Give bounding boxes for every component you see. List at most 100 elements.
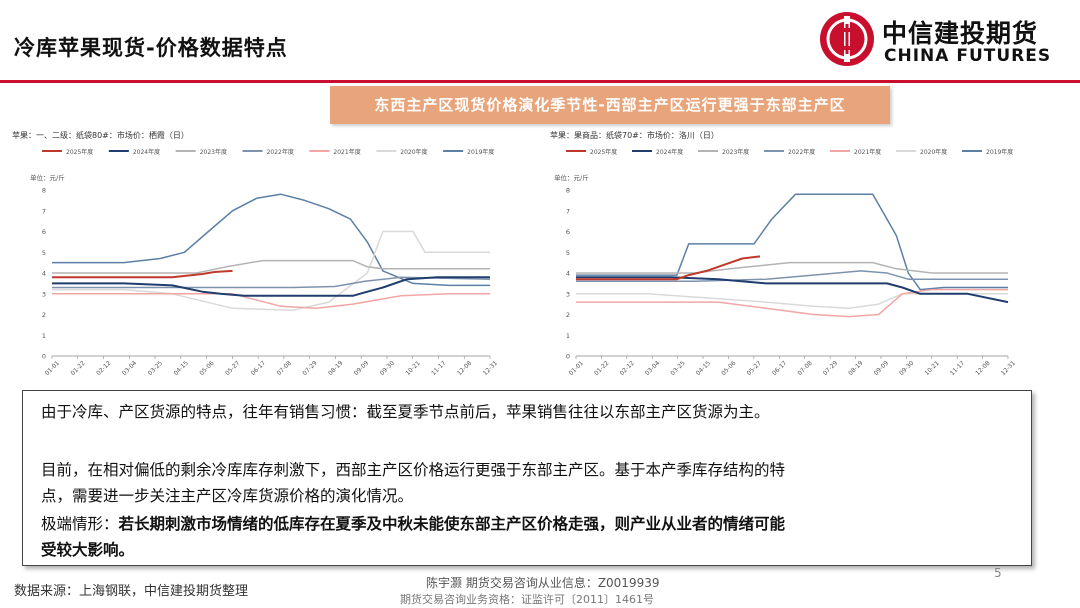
data-source: 数据来源：上海钢联，中信建投期货整理	[14, 584, 249, 599]
y-tick-label: 1	[566, 332, 570, 340]
x-tick-label: 05-06	[198, 360, 215, 377]
y-axis-unit: 单位：元/斤	[554, 173, 589, 182]
legend-label: 2019年度	[467, 148, 494, 156]
y-tick-label: 7	[566, 207, 570, 215]
section-banner: 东西主产区现货价格演化季节性-西部主产区运行更强于东部主产区	[330, 86, 890, 124]
y-tick-label: 2	[566, 311, 570, 319]
y-tick-label: 4	[566, 270, 570, 278]
paragraph-2-line-2: 点，需要进一步关注主产区冷库货源价格的演化情况。	[41, 487, 414, 505]
x-tick-label: 07-29	[822, 360, 839, 377]
x-tick-label: 11-17	[430, 360, 447, 377]
y-tick-label: 8	[42, 187, 46, 195]
analyst-credit: 陈宇灏 期货交易咨询从业信息：Z0019939	[426, 576, 660, 590]
chart-qixia-plot: 2025年度 2024年度 2023年度 2022年度 2021年度 2020年度 2019…	[30, 148, 499, 377]
legend-label: 2023年度	[722, 148, 749, 156]
y-tick-label: 3	[566, 290, 570, 298]
chart-title: 苹果：果商品：纸袋70#：市场价：洛川（日）	[550, 131, 719, 140]
series-line	[52, 259, 490, 274]
series-line	[576, 255, 761, 281]
legend-label: 2024年度	[133, 148, 160, 156]
series-line	[52, 276, 491, 289]
series-line	[52, 276, 490, 297]
logo: 中信建投期货 CHINA FUTURES	[818, 10, 1068, 70]
series-line	[576, 270, 1008, 283]
x-tick-label: 12-31	[1000, 360, 1017, 377]
page-number: 5	[994, 566, 1002, 580]
x-tick-label: 05-27	[224, 360, 241, 377]
x-tick-label: 08-19	[327, 360, 344, 377]
series-line	[576, 261, 1008, 274]
series-line	[52, 293, 490, 310]
chart-title: 苹果：一、二级：纸袋80#：市场价：栖霞（日）	[12, 131, 189, 140]
legend-label: 2022年度	[267, 148, 294, 156]
y-tick-label: 1	[42, 332, 46, 340]
x-tick-label: 04-15	[695, 360, 712, 377]
y-tick-label: 4	[42, 270, 46, 278]
x-tick-label: 01-01	[44, 360, 61, 377]
y-tick-label: 6	[42, 228, 46, 236]
x-tick-label: 01-01	[568, 360, 585, 377]
commentary-box: 由于冷库、产区货源的特点，往年有销售习惯：截至夏季节点前后，苹果销售往往以东部主…	[22, 390, 1032, 566]
y-tick-label: 5	[566, 249, 570, 257]
x-tick-label: 09-30	[379, 360, 396, 377]
y-tick-label: 2	[42, 311, 46, 319]
extreme-case-text: 若长期刺激市场情绪的低库存在夏季及中秋未能使东部主产区价格走强，则产业从业者的情…	[118, 515, 786, 533]
x-tick-label: 01-22	[593, 360, 610, 377]
series-line	[52, 269, 233, 279]
x-tick-label: 10-21	[404, 360, 421, 377]
x-tick-label: 01-22	[69, 360, 86, 377]
paragraph-3-line-1: 极端情形：若长期刺激市场情绪的低库存在夏季及中秋未能使东部主产区价格走强，则产业…	[41, 511, 785, 537]
x-tick-label: 07-08	[796, 360, 813, 377]
y-tick-label: 5	[42, 249, 46, 257]
series-line	[576, 193, 1008, 291]
page-title: 冷库苹果现货-价格数据特点	[14, 36, 288, 60]
license-credit: 期货交易咨询业务资格：证监许可〔2011〕1461号	[400, 593, 654, 606]
citic-logo-icon	[820, 12, 874, 66]
logo-chinese-name: 中信建投期货	[882, 19, 1039, 48]
logo-english-name: CHINA FUTURES	[884, 46, 1052, 66]
extreme-case-label: 极端情形：	[41, 515, 119, 533]
title-rule	[0, 80, 1080, 83]
x-tick-label: 06-17	[250, 360, 267, 377]
x-tick-label: 05-27	[746, 360, 763, 377]
x-tick-label: 08-19	[847, 360, 864, 377]
x-tick-label: 03-04	[121, 360, 138, 377]
legend-label: 2023年度	[200, 148, 227, 156]
series-line	[52, 193, 490, 287]
y-tick-label: 0	[42, 353, 46, 361]
x-tick-label: 04-15	[173, 360, 190, 377]
chart-luochuan: 苹果：果商品：纸袋70#：市场价：洛川（日） 2025年度 2024年度 2023年…	[546, 128, 1046, 378]
x-tick-label: 03-25	[147, 360, 164, 377]
legend-label: 2021年度	[333, 148, 360, 156]
y-tick-label: 7	[42, 207, 46, 215]
x-tick-label: 02-12	[619, 360, 636, 377]
x-tick-label: 11-17	[949, 360, 966, 377]
y-tick-label: 3	[42, 290, 46, 298]
x-tick-label: 06-17	[771, 360, 788, 377]
legend-label: 2021年度	[854, 148, 881, 156]
x-tick-label: 07-08	[276, 360, 293, 377]
legend-label: 2022年度	[788, 148, 815, 156]
legend-label: 2020年度	[400, 148, 427, 156]
x-tick-label: 03-04	[644, 360, 661, 377]
x-tick-label: 12-31	[482, 360, 499, 377]
legend-label: 2019年度	[986, 148, 1013, 156]
y-tick-label: 8	[566, 187, 570, 195]
paragraph-1: 由于冷库、产区货源的特点，往年有销售习惯：截至夏季节点前后，苹果销售往往以东部主…	[41, 403, 770, 421]
x-tick-label: 03-25	[669, 360, 686, 377]
legend-label: 2025年度	[590, 148, 617, 156]
chart-luochuan-plot: 2025年度 2024年度 2023年度 2022年度 2021年度 2020年度 2019…	[554, 148, 1017, 377]
x-tick-label: 02-12	[95, 360, 112, 377]
x-tick-label: 07-29	[301, 360, 318, 377]
series-line	[52, 230, 490, 312]
x-tick-label: 10-21	[923, 360, 940, 377]
legend-label: 2025年度	[66, 148, 93, 156]
chart-qixia: 苹果：一、二级：纸袋80#：市场价：栖霞（日） 2025年度 2024年度 2023…	[8, 128, 506, 378]
x-tick-label: 05-06	[720, 360, 737, 377]
series-line	[576, 276, 1009, 304]
x-tick-label: 09-30	[898, 360, 915, 377]
x-tick-label: 12-08	[456, 360, 473, 377]
x-tick-label: 09-09	[873, 360, 890, 377]
legend-label: 2024年度	[656, 148, 683, 156]
paragraph-3-line-2: 受较大影响。	[41, 541, 135, 559]
